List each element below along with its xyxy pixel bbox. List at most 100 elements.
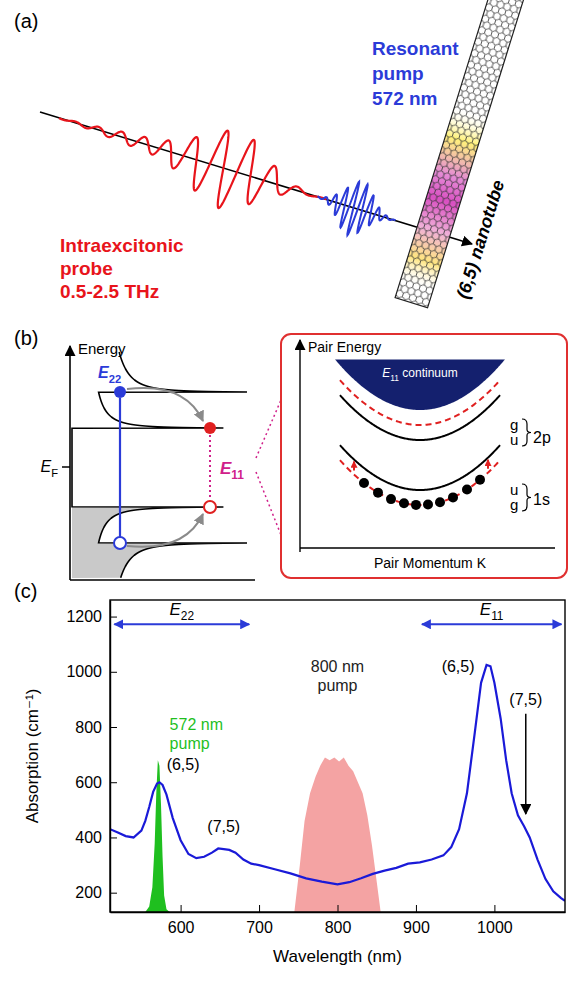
y-axis: 200 400 600 800 1000 1200	[66, 601, 117, 913]
x-tick: 600	[168, 905, 195, 936]
series-label-line: 800 nm	[311, 658, 364, 675]
label-tail: continuum	[399, 366, 458, 380]
series-label-line: pump	[170, 735, 210, 752]
momentum-axis	[300, 547, 555, 548]
exciton	[435, 497, 445, 507]
peak-arrow	[525, 714, 527, 814]
thz-excitation	[353, 462, 355, 471]
exciton	[423, 500, 433, 510]
probe-label: probe	[60, 258, 113, 279]
tube-lattice	[395, 0, 524, 308]
axis-title: Energy	[78, 340, 126, 357]
probe-label: Intraexcitonic	[60, 235, 184, 256]
series-label: 572 nmpump	[170, 716, 223, 752]
dos-curve	[72, 352, 247, 578]
brace	[522, 484, 531, 511]
peak-label: (6,5)	[442, 658, 475, 675]
fermi-tick	[62, 466, 70, 468]
hole	[114, 537, 126, 549]
label-sub: 11	[491, 609, 504, 623]
panel-letter: (c)	[14, 580, 37, 602]
fermi-label: EF	[40, 458, 58, 479]
y-tick-label: 200	[75, 884, 102, 901]
exciton-band	[340, 460, 500, 505]
pump-pulse	[317, 182, 395, 235]
y-tick-label: 800	[75, 719, 102, 736]
x-tick-label: 1000	[477, 919, 513, 936]
dos-axis	[70, 579, 255, 581]
x-tick: 900	[403, 905, 430, 936]
beam-arrow	[40, 112, 472, 244]
x-tick-mark	[494, 905, 495, 912]
y-tick-label: 1200	[66, 608, 102, 625]
label-main: E	[169, 600, 181, 619]
energy-axis	[69, 346, 71, 580]
y-tick-label: 600	[75, 774, 102, 791]
x-tick-label: 700	[246, 919, 273, 936]
peak-label: (6,5)	[167, 756, 200, 773]
axis-title: Pair Momentum K	[374, 555, 487, 571]
label-main: E	[40, 458, 51, 475]
axis-title: Pair Energy	[308, 339, 381, 355]
x-tick: 800	[325, 905, 352, 936]
x-tick-label: 600	[168, 919, 195, 936]
zoom-line	[256, 400, 281, 458]
panel-a: Intraexcitonicprobe0.5-2.5 THz Resonant pu…	[40, 0, 524, 308]
x-tick-mark	[338, 905, 339, 912]
label-main: E	[480, 600, 492, 619]
y-tick: 200	[75, 884, 117, 901]
y-tick-mark	[110, 837, 117, 838]
exciton	[399, 498, 409, 508]
x-tick-label: 800	[325, 919, 352, 936]
x-tick: 700	[246, 905, 273, 936]
band-range	[114, 623, 249, 625]
y-tick-mark	[110, 893, 117, 894]
state-label: 2p	[533, 429, 551, 446]
label-sub: F	[51, 467, 58, 479]
e22-label: E22	[98, 364, 121, 385]
probe-label: 0.5-2.5 THz	[60, 281, 159, 302]
figure: (a)(b)(c)Intraexcitonicprobe0.5-2.5 THzR…	[0, 0, 573, 982]
y-axis-title: Absorption (cm⁻¹)	[23, 689, 42, 824]
pump-label: Resonant	[372, 38, 459, 59]
plot-marks	[110, 665, 565, 912]
exciton	[373, 488, 383, 498]
zoom-line	[256, 472, 281, 535]
y-tick: 1200	[66, 608, 117, 625]
y-tick-label: 400	[75, 829, 102, 846]
peak-label: (7,5)	[509, 691, 542, 708]
band-label: E11	[480, 600, 504, 623]
exciton	[475, 475, 485, 485]
pump-label: pump	[372, 63, 424, 84]
tube-excitation	[395, 0, 524, 308]
relaxation-arrow	[127, 388, 203, 421]
y-tick: 600	[75, 774, 117, 791]
x-axis-line	[111, 912, 566, 913]
zoom-box	[281, 334, 567, 578]
exciton	[359, 478, 369, 488]
y-tick: 400	[75, 829, 117, 846]
parity-label: u	[510, 431, 518, 448]
y-tick-mark	[110, 727, 117, 728]
state-label: 1s	[533, 491, 550, 508]
x-axis-title: Wavelength (nm)	[273, 947, 402, 966]
y-tick-mark	[110, 672, 117, 673]
series-label-line: pump	[317, 677, 357, 694]
nanotube-label: (6,5) nanotube	[453, 178, 509, 301]
plot-frame	[110, 600, 565, 912]
x-axis: 600 700 800 900 1000	[111, 905, 566, 936]
y-tick-label: 1000	[66, 663, 102, 680]
electron	[204, 422, 216, 434]
y-tick-mark	[110, 782, 117, 783]
pump-label: 572 nm	[372, 88, 437, 109]
label-sub: 11	[231, 468, 244, 482]
panel-b: Energy EF E22 E 11 E11 continuumPair Energy Pa…	[40, 334, 567, 580]
peak-label: (7,5)	[207, 818, 240, 835]
continuum-label: E11 continuum	[382, 366, 457, 383]
continuum	[335, 359, 505, 410]
x-tick: 1000	[477, 905, 513, 936]
panel-letter: (b)	[14, 327, 38, 349]
x-tick-mark	[181, 905, 182, 912]
band-range	[422, 623, 562, 625]
exciton-band	[340, 395, 500, 440]
